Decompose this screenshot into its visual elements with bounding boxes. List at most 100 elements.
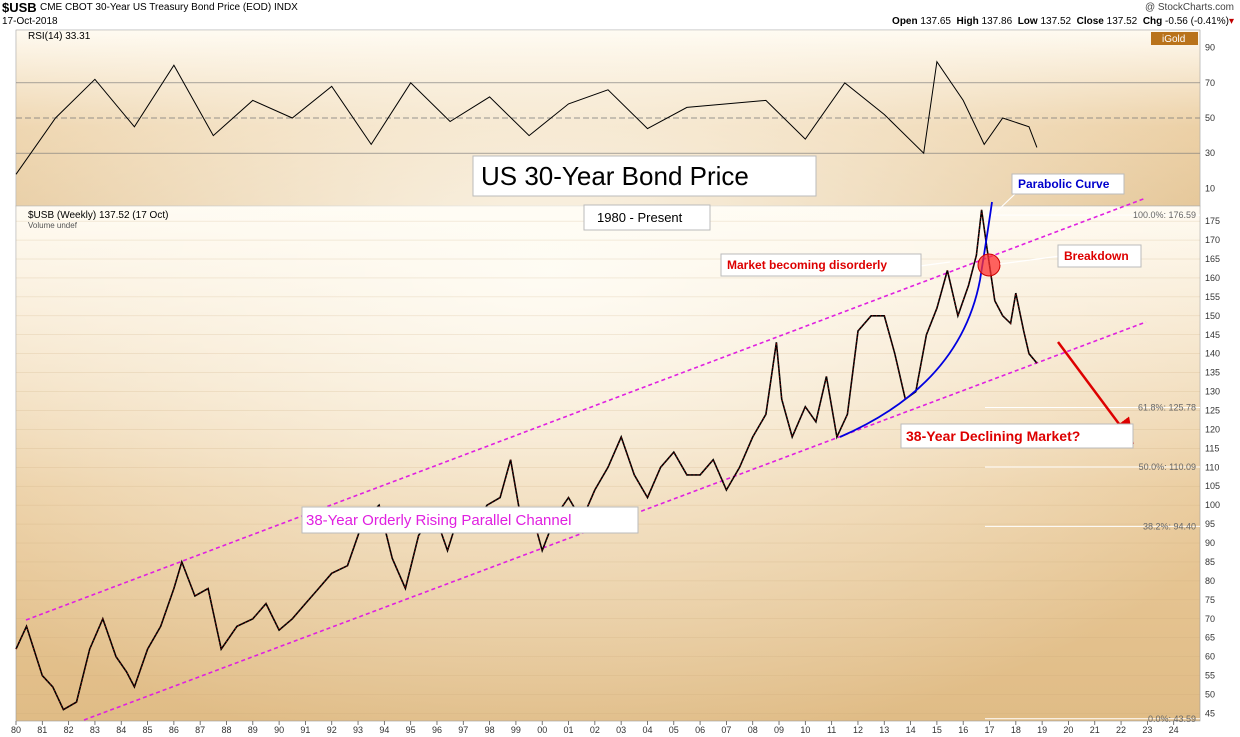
rsi-y-axis: 10 30 50 70 90 xyxy=(1205,43,1215,194)
x-tick-label: 19 xyxy=(1037,725,1047,735)
rsi-y-tick-label: 50 xyxy=(1205,113,1215,123)
x-tick-label: 20 xyxy=(1063,725,1073,735)
fibonacci-levels: 100.0%: 176.59 61.8%: 125.78 50.0%: 110.09… xyxy=(985,210,1200,724)
price-y-tick-label: 65 xyxy=(1205,633,1215,643)
breakdown-marker xyxy=(977,253,1001,277)
parabolic-label-box xyxy=(1011,173,1125,195)
x-tick-label: 14 xyxy=(906,725,916,735)
parabolic-curve xyxy=(839,201,993,438)
x-tick-label: 04 xyxy=(642,725,652,735)
subtitle-box xyxy=(583,204,711,231)
price-y-tick-label: 130 xyxy=(1205,387,1220,397)
x-tick-label: 08 xyxy=(748,725,758,735)
chg-label: Chg xyxy=(1142,16,1163,27)
x-tick-label: 24 xyxy=(1169,725,1179,735)
x-tick-label: 91 xyxy=(300,725,310,735)
x-tick-label: 07 xyxy=(721,725,731,735)
open-value: 137.65 xyxy=(920,16,951,27)
chg-value: -0.56 (-0.41%) xyxy=(1165,16,1229,27)
price-y-tick-label: 115 xyxy=(1205,443,1219,453)
x-tick-label: 22 xyxy=(1116,725,1126,735)
x-tick-label: 80 xyxy=(11,725,21,735)
breakdown-pointer xyxy=(999,255,1061,265)
chart-header: $USB CME CBOT 30-Year US Treasury Bond P… xyxy=(0,0,1240,30)
price-y-tick-label: 145 xyxy=(1205,330,1220,340)
x-tick-label: 81 xyxy=(37,725,47,735)
ohlc-readout: Open 137.65 High 137.86 Low 137.52 Close… xyxy=(892,16,1234,27)
x-tick-label: 23 xyxy=(1142,725,1152,735)
x-tick-label: 11 xyxy=(827,725,836,735)
price-y-axis: 45 50 55 60 65 70 75 80 85 90 95 100 105 110 115 120 125… xyxy=(1205,216,1220,718)
title-box xyxy=(472,155,817,197)
rsi-line xyxy=(15,60,1038,175)
price-y-tick-label: 160 xyxy=(1205,273,1220,283)
price-y-tick-label: 85 xyxy=(1205,557,1215,567)
x-tick-label: 93 xyxy=(353,725,363,735)
chart-date: 17-Oct-2018 xyxy=(2,16,58,27)
rsi-label: RSI(14) 33.31 xyxy=(28,31,91,42)
disorderly-label: Market becoming disorderly xyxy=(727,258,887,272)
price-y-tick-label: 90 xyxy=(1205,538,1215,548)
price-y-tick-label: 45 xyxy=(1205,708,1215,718)
price-y-tick-label: 140 xyxy=(1205,349,1220,359)
close-value: 137.52 xyxy=(1106,16,1138,27)
close-label: Close xyxy=(1076,16,1104,27)
x-tick-label: 99 xyxy=(511,725,521,735)
x-tick-label: 95 xyxy=(406,725,416,735)
disorderly-label-box xyxy=(720,253,922,277)
price-y-tick-label: 55 xyxy=(1205,671,1215,681)
low-label: Low xyxy=(1017,16,1038,27)
high-value: 137.86 xyxy=(981,16,1013,27)
x-tick-label: 03 xyxy=(616,725,626,735)
open-label: Open xyxy=(892,16,918,27)
x-tick-label: 88 xyxy=(221,725,231,735)
price-y-tick-label: 165 xyxy=(1205,254,1220,264)
price-y-tick-label: 95 xyxy=(1205,519,1215,529)
igold-badge: iGold xyxy=(1162,34,1185,45)
fib-level-label: 61.8%: 125.78 xyxy=(1138,403,1196,413)
fib-level-label: 38.2%: 94.40 xyxy=(1143,521,1196,531)
x-tick-label: 97 xyxy=(458,725,468,735)
x-tick-label: 90 xyxy=(274,725,284,735)
x-tick-label: 05 xyxy=(669,725,679,735)
credit: @ StockCharts.com xyxy=(1144,2,1234,13)
decline-arrow xyxy=(1056,341,1134,445)
x-tick-label: 21 xyxy=(1090,725,1100,735)
fib-level-label: 50.0%: 110.09 xyxy=(1139,462,1196,472)
price-y-tick-label: 125 xyxy=(1205,405,1220,415)
fib-level-label: 0.0%: 43.59 xyxy=(1148,714,1196,724)
price-y-tick-label: 110 xyxy=(1205,462,1219,472)
price-y-tick-label: 175 xyxy=(1205,216,1220,226)
rsi-y-tick-label: 90 xyxy=(1205,43,1215,53)
x-tick-label: 06 xyxy=(695,725,705,735)
price-y-tick-label: 50 xyxy=(1205,689,1215,699)
price-y-tick-label: 135 xyxy=(1205,368,1220,378)
price-y-tick-label: 75 xyxy=(1205,595,1215,605)
x-tick-label: 96 xyxy=(432,725,442,735)
breakdown-label-box xyxy=(1057,244,1142,268)
chart-subtitle: 1980 - Present xyxy=(597,210,683,225)
x-tick-label: 16 xyxy=(958,725,968,735)
volume-legend: Volume undef xyxy=(28,221,78,230)
chart-title: US 30-Year Bond Price xyxy=(481,161,749,191)
disorderly-pointer xyxy=(919,261,951,267)
price-y-tick-label: 120 xyxy=(1205,424,1220,434)
x-tick-label: 01 xyxy=(564,725,574,735)
channel-upper-line xyxy=(25,197,1147,621)
x-tick-label: 92 xyxy=(327,725,337,735)
symbol-description: CME CBOT 30-Year US Treasury Bond Price … xyxy=(40,2,298,13)
x-tick-label: 17 xyxy=(985,725,995,735)
declining-label-box xyxy=(900,423,1134,449)
x-tick-label: 12 xyxy=(853,725,863,735)
x-tick-label: 87 xyxy=(195,725,205,735)
x-tick-label: 02 xyxy=(590,725,600,735)
parabolic-label: Parabolic Curve xyxy=(1018,177,1110,191)
price-y-tick-label: 80 xyxy=(1205,576,1215,586)
parabolic-pointer xyxy=(993,192,1017,215)
x-tick-label: 82 xyxy=(64,725,74,735)
breakdown-label: Breakdown xyxy=(1064,249,1129,263)
rsi-series xyxy=(15,60,1038,175)
x-tick-label: 89 xyxy=(248,725,258,735)
x-tick-label: 94 xyxy=(379,725,389,735)
